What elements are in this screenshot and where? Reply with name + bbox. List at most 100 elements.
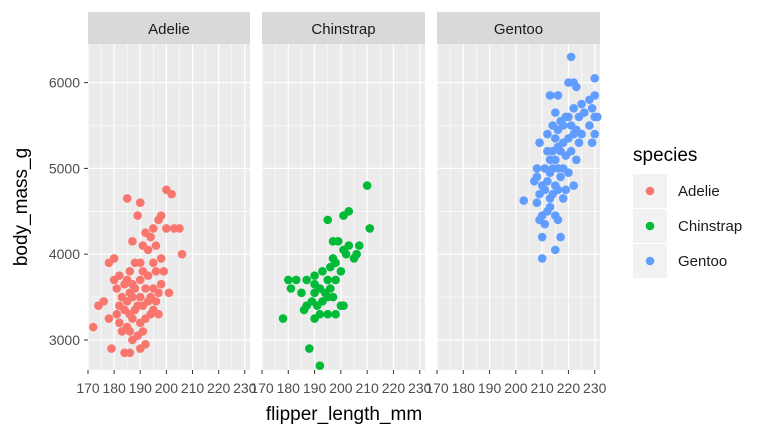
data-point bbox=[154, 309, 163, 319]
x-tick-label: 170 bbox=[250, 380, 274, 396]
x-tick-label: 200 bbox=[329, 380, 353, 396]
data-point bbox=[115, 271, 124, 280]
data-point bbox=[551, 155, 560, 165]
x-tick-label: 230 bbox=[583, 380, 607, 396]
data-point bbox=[141, 339, 150, 349]
data-point bbox=[553, 215, 563, 225]
x-tick-label: 190 bbox=[129, 380, 153, 396]
x-tick-label: 210 bbox=[355, 380, 379, 396]
data-point bbox=[365, 224, 375, 233]
data-point bbox=[167, 189, 176, 199]
data-point bbox=[341, 249, 351, 259]
data-point bbox=[297, 288, 306, 298]
data-point bbox=[323, 309, 333, 319]
data-point bbox=[122, 194, 132, 203]
data-point bbox=[577, 129, 586, 139]
panel-background bbox=[437, 44, 600, 370]
data-point bbox=[143, 245, 153, 255]
data-point bbox=[149, 224, 158, 233]
data-point bbox=[587, 104, 597, 113]
x-tick-label: 200 bbox=[504, 380, 528, 396]
data-point bbox=[331, 275, 340, 285]
data-point bbox=[115, 318, 124, 328]
data-point bbox=[587, 138, 597, 147]
data-point bbox=[135, 275, 145, 285]
data-point bbox=[175, 224, 184, 233]
data-point bbox=[283, 275, 293, 285]
data-point bbox=[574, 138, 584, 147]
data-point bbox=[135, 198, 145, 208]
data-point bbox=[135, 292, 145, 302]
legend-entry-label: Gentoo bbox=[678, 253, 727, 270]
data-point bbox=[532, 198, 542, 208]
data-point bbox=[545, 202, 555, 212]
data-point bbox=[104, 314, 114, 323]
data-point bbox=[99, 297, 108, 306]
data-point bbox=[336, 267, 346, 276]
legend-key-marker bbox=[645, 221, 655, 231]
data-point bbox=[112, 284, 122, 293]
y-axis-title: body_mass_g bbox=[11, 148, 32, 266]
data-point bbox=[532, 172, 542, 182]
data-point bbox=[331, 258, 340, 268]
data-point bbox=[590, 129, 600, 139]
data-point bbox=[177, 249, 187, 259]
data-point bbox=[154, 288, 163, 298]
data-point bbox=[149, 258, 158, 268]
data-point bbox=[310, 271, 319, 280]
x-tick-label: 170 bbox=[425, 380, 449, 396]
y-tick-label: 4000 bbox=[49, 246, 80, 262]
data-point bbox=[146, 232, 156, 242]
data-point bbox=[151, 297, 161, 306]
data-point bbox=[278, 314, 288, 323]
data-point bbox=[156, 254, 166, 263]
data-point bbox=[125, 267, 135, 276]
data-point bbox=[326, 284, 335, 293]
data-point bbox=[112, 309, 122, 319]
data-point bbox=[519, 196, 529, 205]
data-point bbox=[564, 168, 573, 177]
data-point bbox=[109, 254, 119, 263]
data-point bbox=[545, 91, 555, 100]
data-point bbox=[577, 99, 586, 109]
facet-strip-label: Chinstrap bbox=[311, 21, 375, 38]
data-point bbox=[125, 348, 135, 358]
x-tick-label: 190 bbox=[478, 380, 502, 396]
data-point bbox=[566, 52, 576, 62]
x-tick-label: 220 bbox=[382, 380, 406, 396]
data-point bbox=[128, 292, 137, 302]
data-point bbox=[362, 181, 372, 190]
x-tick-label: 170 bbox=[76, 380, 100, 396]
data-point bbox=[551, 245, 560, 255]
x-tick-label: 220 bbox=[207, 380, 231, 396]
y-tick-label: 3000 bbox=[49, 332, 80, 348]
data-point bbox=[130, 284, 140, 293]
x-tick-label: 210 bbox=[181, 380, 205, 396]
data-point bbox=[305, 344, 314, 353]
data-point bbox=[590, 74, 600, 83]
data-point bbox=[156, 211, 166, 220]
facet-strip bbox=[437, 12, 600, 44]
x-tick-label: 190 bbox=[303, 380, 327, 396]
x-tick-label: 210 bbox=[530, 380, 554, 396]
data-point bbox=[569, 181, 579, 190]
data-point bbox=[344, 206, 354, 216]
x-axis-title: flipper_length_mm bbox=[266, 404, 422, 425]
data-point bbox=[352, 249, 361, 259]
x-tick-label: 230 bbox=[408, 380, 432, 396]
data-point bbox=[339, 301, 348, 310]
data-point bbox=[88, 322, 98, 332]
data-point bbox=[133, 211, 142, 220]
legend-entry-label: Adelie bbox=[678, 183, 720, 200]
x-tick-label: 180 bbox=[102, 380, 126, 396]
data-point bbox=[138, 327, 148, 336]
data-point bbox=[532, 164, 542, 173]
data-point bbox=[128, 237, 137, 246]
data-point bbox=[159, 267, 169, 276]
legend-title: species bbox=[633, 145, 697, 166]
x-tick-label: 200 bbox=[155, 380, 179, 396]
data-point bbox=[128, 314, 137, 323]
data-point bbox=[558, 194, 568, 203]
data-point bbox=[291, 275, 301, 285]
